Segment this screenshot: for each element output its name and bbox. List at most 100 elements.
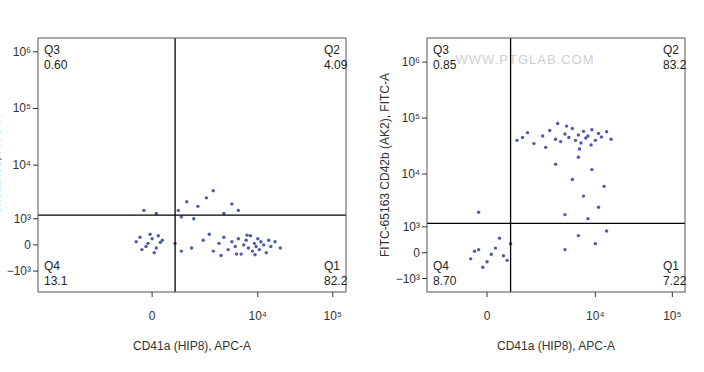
y-tick	[33, 165, 38, 166]
y-tick	[33, 271, 38, 272]
event-point	[226, 248, 229, 251]
y-axis-title: FITC-65163 CD42b (AK2), FITC-A	[378, 73, 392, 257]
event-point	[269, 245, 272, 248]
event-point	[521, 136, 524, 139]
event-point	[605, 130, 608, 133]
background	[0, 0, 704, 372]
event-point	[265, 251, 268, 254]
y-tick	[422, 174, 427, 175]
y-tick	[33, 244, 38, 245]
event-point	[208, 233, 211, 236]
y-tick-label: 0	[24, 238, 31, 252]
event-point	[490, 253, 493, 256]
frame	[427, 38, 685, 292]
event-point	[279, 246, 282, 249]
event-point	[235, 252, 238, 255]
y-tick	[422, 226, 427, 227]
frame	[38, 38, 346, 292]
x-axis-title: CD41a (HIP8), APC-A	[133, 339, 251, 353]
event-point	[196, 205, 199, 208]
event-point	[192, 217, 195, 220]
event-point	[577, 234, 580, 237]
quadrant-name: Q4	[44, 259, 60, 273]
event-point	[544, 146, 547, 149]
quadrant-name: Q2	[324, 43, 340, 57]
x-tick-label: 10⁴	[248, 309, 267, 323]
y-tick	[33, 51, 38, 52]
event-point	[582, 130, 585, 133]
event-point	[247, 246, 250, 249]
x-tick-label: 0	[149, 309, 156, 323]
y-tick	[33, 108, 38, 109]
y-tick-label: 10⁵	[13, 101, 31, 115]
y-tick-label: −10³	[7, 264, 31, 278]
x-tick	[487, 292, 488, 297]
quadrant-percent: 83.2	[663, 58, 687, 72]
event-point	[217, 242, 220, 245]
event-point	[180, 249, 183, 252]
event-point	[577, 156, 580, 159]
event-point	[579, 141, 582, 144]
event-point	[155, 246, 158, 249]
event-point	[219, 254, 222, 257]
event-point	[177, 209, 180, 212]
panel: Q30.60Q24.09Q413.1Q182.2010⁴10⁵−10³010³1…	[0, 38, 348, 353]
gate-horizontal	[38, 214, 346, 215]
event-point	[153, 251, 156, 254]
event-point	[597, 205, 600, 208]
event-point	[594, 242, 597, 245]
y-tick	[33, 218, 38, 219]
event-point	[140, 248, 143, 251]
plot-area	[38, 38, 346, 292]
event-point	[134, 240, 137, 243]
gate-horizontal	[427, 223, 685, 224]
event-point	[244, 239, 247, 242]
quadrant-name: Q3	[44, 43, 60, 57]
y-tick-label: 10³	[403, 220, 420, 234]
quadrant-name: Q1	[324, 259, 340, 273]
event-point	[256, 237, 259, 240]
quadrant-percent: 0.85	[433, 58, 457, 72]
quadrant-name: Q1	[663, 259, 679, 273]
event-point	[205, 196, 208, 199]
x-tick	[152, 292, 153, 297]
event-point	[242, 243, 245, 246]
gate-vertical	[174, 38, 175, 292]
event-point	[258, 248, 261, 251]
y-tick-label: 10⁶	[402, 55, 420, 69]
event-point	[157, 234, 160, 237]
event-point	[161, 239, 164, 242]
event-point	[590, 128, 593, 131]
event-point	[239, 252, 242, 255]
event-point	[237, 237, 240, 240]
quadrant-name: Q4	[433, 259, 449, 273]
event-point	[148, 233, 151, 236]
y-tick-label: −10³	[396, 272, 420, 286]
x-axis-title: CD41a (HIP8), APC-A	[497, 339, 615, 353]
event-point	[254, 245, 257, 248]
event-point	[253, 242, 256, 245]
x-tick-label: 10⁵	[324, 309, 342, 323]
quadrant-percent: 4.09	[324, 58, 348, 72]
event-point	[477, 248, 480, 251]
y-tick	[422, 62, 427, 63]
event-point	[590, 168, 593, 171]
event-point	[485, 260, 488, 263]
event-point	[481, 266, 484, 269]
event-point	[494, 246, 497, 249]
event-point	[563, 132, 566, 135]
event-point	[532, 142, 535, 145]
event-point	[548, 129, 551, 132]
quadrant-percent: 13.1	[44, 274, 68, 288]
quadrant-name: Q2	[663, 43, 679, 57]
event-point	[146, 242, 149, 245]
event-point	[150, 237, 153, 240]
event-point	[251, 249, 254, 252]
event-point	[609, 137, 612, 140]
event-point	[245, 233, 248, 236]
event-point	[202, 239, 205, 242]
event-point	[578, 147, 581, 150]
x-tick	[595, 292, 596, 297]
event-point	[212, 189, 215, 192]
event-point	[138, 236, 141, 239]
